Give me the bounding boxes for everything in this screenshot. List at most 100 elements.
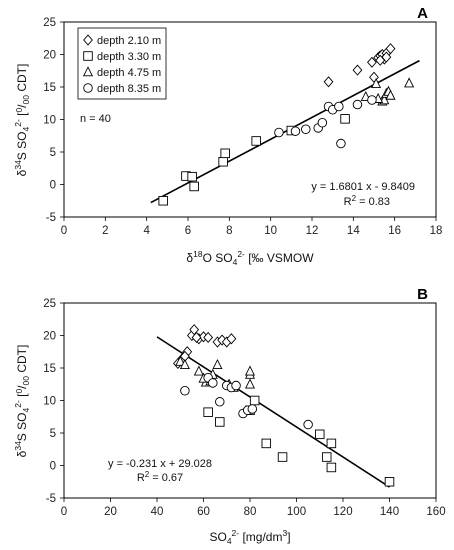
panel-a-equation: y = 1.6801 x - 9.8409	[311, 181, 415, 193]
data-point-square	[384, 477, 395, 487]
data-point-diamond	[367, 56, 377, 68]
x-tick-label: 4	[143, 225, 150, 237]
data-point-diamond	[323, 76, 334, 88]
y-tick-label: 0	[50, 461, 56, 473]
y-tick-label: -5	[46, 493, 56, 505]
data-point-circle	[301, 124, 311, 134]
x-tick-label: 16	[388, 225, 401, 237]
panel-a-points	[158, 43, 415, 206]
data-point-triangle	[404, 77, 415, 88]
x-tick-label: 120	[333, 506, 352, 518]
y-tick-label: 20	[43, 50, 56, 62]
data-point-square	[326, 438, 337, 449]
panel-b-points	[173, 324, 395, 487]
y-tick-label: -5	[46, 212, 56, 224]
x-tick-label: 18	[430, 225, 443, 237]
panel-b-ticks: 0 20 40 60 80 100 120 140 160 -5 0 5 10 15 20 25	[43, 298, 445, 518]
data-point-square	[340, 114, 350, 124]
data-point-square	[215, 417, 225, 427]
y-tick-label: 15	[43, 363, 56, 375]
data-point-diamond	[381, 51, 392, 63]
data-point-square	[251, 136, 261, 146]
panel-a-legend: depth 2.10 m depth 3.30 m depth 4.75 m dept…	[77, 27, 167, 100]
y-tick-label: 10	[43, 396, 56, 408]
data-point-square	[218, 156, 228, 167]
data-point-triangle	[193, 365, 204, 376]
data-point-triangle	[179, 358, 190, 369]
x-tick-label: 0	[61, 225, 67, 237]
data-point-circle	[231, 380, 241, 391]
data-point-circle	[336, 138, 346, 149]
data-point-diamond	[385, 43, 396, 55]
data-point-triangle	[244, 378, 256, 389]
y-tick-label: 15	[43, 82, 56, 94]
data-point-square	[315, 429, 325, 440]
panel-b-label: B	[417, 286, 428, 303]
y-tick-label: 5	[50, 428, 56, 440]
data-point-square	[261, 438, 272, 449]
x-tick-label: 8	[226, 225, 232, 237]
panel-b: 0 20 40 60 80 100 120 140 160 -5 0 5 10 15 20 25 B y = …	[13, 286, 446, 546]
data-point-triangle	[244, 365, 256, 376]
data-point-circle	[290, 126, 301, 136]
legend-label: depth 4.75 m	[97, 67, 161, 79]
data-point-circle	[303, 419, 313, 430]
x-tick-label: 14	[347, 225, 360, 237]
data-point-circle	[180, 386, 190, 396]
data-point-circle	[208, 378, 218, 388]
legend-label: depth 3.30 m	[97, 51, 161, 63]
legend-marker-circle	[83, 83, 93, 93]
data-point-triangle	[385, 89, 396, 100]
data-point-circle	[352, 99, 363, 110]
panel-a-label: A	[417, 5, 428, 22]
data-point-square	[203, 407, 213, 417]
x-tick-label: 160	[426, 506, 445, 518]
legend-marker-square	[83, 51, 93, 61]
panel-a-n-label: n = 40	[80, 113, 111, 125]
panel-b-y-axis-label: δ34S SO42- [0/00 CDT]	[13, 345, 31, 458]
x-tick-label: 0	[61, 506, 67, 518]
data-point-circle	[367, 95, 377, 105]
data-point-square	[189, 181, 199, 192]
x-tick-label: 60	[197, 506, 210, 518]
data-point-circle	[247, 404, 258, 414]
legend-marker-diamond	[83, 34, 93, 46]
y-tick-label: 0	[50, 180, 56, 192]
x-tick-label: 100	[287, 506, 306, 518]
data-point-diamond	[191, 331, 202, 344]
y-tick-label: 25	[43, 298, 56, 310]
legend-label: depth 8.35 m	[97, 83, 161, 95]
panel-a: 0 2 4 6 8 10 12 14 16 18 -5 0 5 10 15 20 25 A depth 2.10…	[13, 5, 442, 267]
data-point-square	[321, 452, 332, 462]
x-tick-label: 140	[380, 506, 399, 518]
data-point-triangle	[212, 358, 223, 369]
x-tick-label: 40	[151, 506, 164, 518]
panel-b-equation: y = -0.231 x + 29.028	[108, 458, 212, 470]
panel-a-ticks: 0 2 4 6 8 10 12 14 16 18 -5 0 5 10 15 20 25	[43, 17, 442, 237]
data-point-circle	[274, 127, 284, 138]
data-point-square	[187, 171, 197, 182]
data-point-circle	[317, 117, 328, 128]
x-tick-label: 10	[264, 225, 277, 237]
y-tick-label: 10	[43, 115, 56, 127]
legend-label: depth 2.10 m	[97, 35, 161, 47]
data-point-diamond	[352, 64, 363, 76]
data-point-diamond	[203, 331, 214, 344]
panel-a-y-axis-label: δ34S SO42- [0/00 CDT]	[13, 64, 31, 177]
data-point-circle	[215, 397, 225, 407]
data-point-circle	[334, 101, 344, 112]
x-tick-label: 12	[306, 225, 319, 237]
panel-a-x-axis-label: δ18O SO42- [‰ VSMOW	[186, 249, 314, 267]
data-point-square	[326, 462, 337, 473]
y-tick-label: 5	[50, 147, 56, 159]
x-tick-label: 80	[244, 506, 257, 518]
panel-a-r2: R2 = 0.83	[344, 194, 390, 208]
data-point-triangle	[175, 355, 186, 366]
panel-b-trend-line	[156, 336, 390, 488]
data-point-square	[277, 452, 288, 462]
panel-b-x-axis-label: SO42- [mg/dm3]	[209, 528, 290, 546]
legend-marker-triangle	[82, 66, 94, 77]
data-point-square	[220, 148, 230, 159]
x-tick-label: 2	[102, 225, 108, 237]
